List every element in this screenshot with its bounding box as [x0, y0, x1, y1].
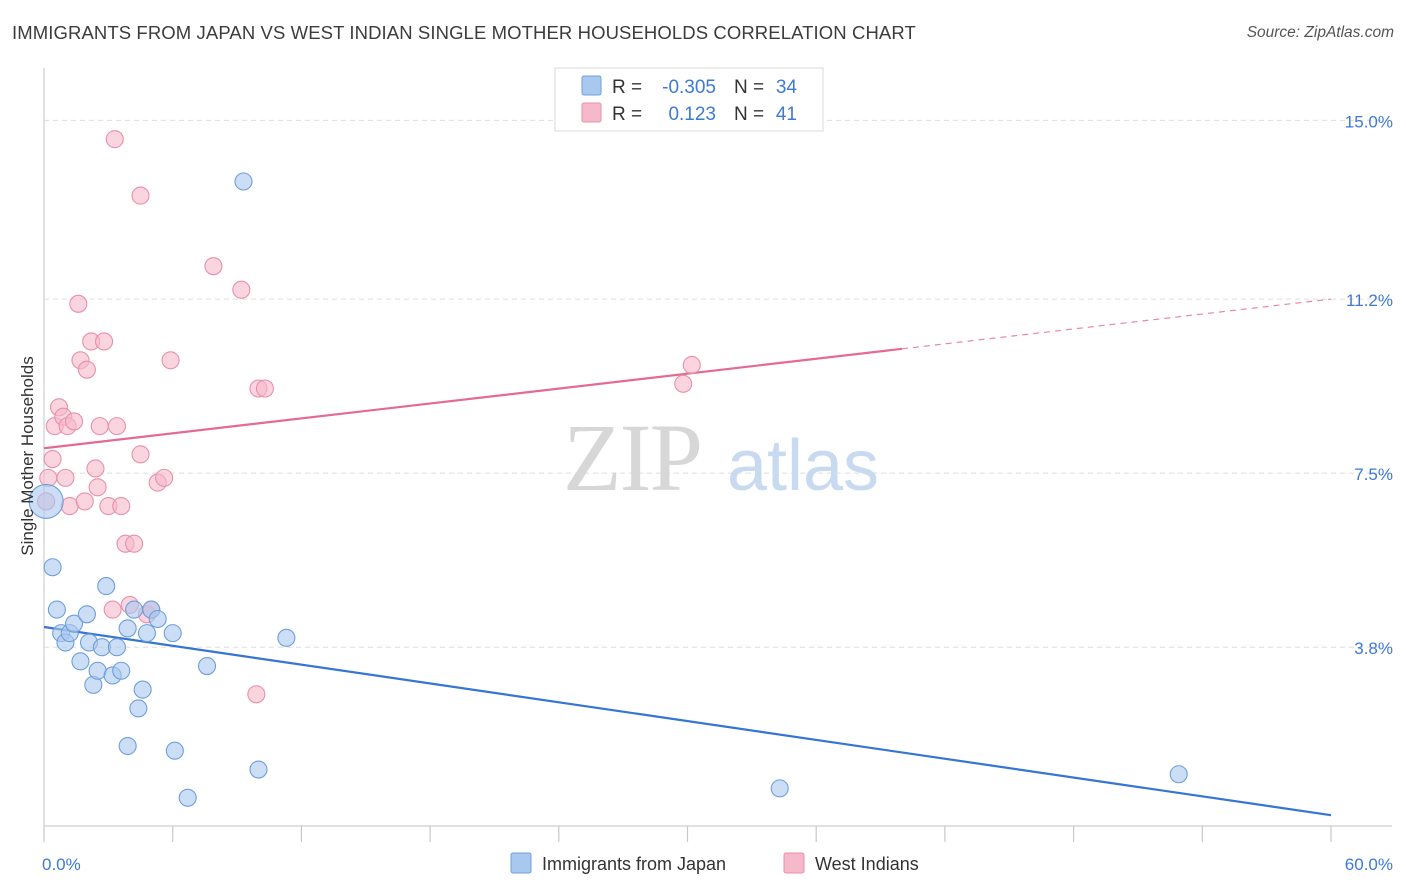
data-point-west-indians — [88, 478, 107, 497]
watermark-atlas: atlas — [727, 426, 879, 506]
watermark-zip: ZIP — [563, 404, 701, 511]
data-point-west-indians — [131, 445, 150, 464]
data-point-west-indians — [95, 332, 114, 351]
data-point-west-indians — [674, 374, 693, 393]
grid-lines — [44, 119, 1392, 648]
data-point-west-indians — [682, 355, 701, 375]
data-point-japan — [107, 638, 126, 657]
stats-r-value-west-indians: 0.123 — [668, 104, 716, 125]
legend-swatch-west-indians — [783, 852, 805, 874]
data-point-west-indians — [112, 497, 131, 516]
data-point-japan — [129, 699, 148, 718]
y-axis-label: Single Mother Households — [18, 356, 37, 556]
axes — [43, 68, 1392, 842]
y-tick-label: 11.2% — [1346, 291, 1393, 310]
data-point-japan — [28, 483, 64, 519]
trend-line-west-indians-extension — [901, 298, 1332, 350]
data-point-japan — [97, 577, 116, 596]
data-point-west-indians — [204, 257, 223, 276]
data-point-west-indians — [107, 417, 126, 436]
data-point-west-indians — [161, 351, 180, 370]
data-point-japan — [118, 736, 137, 756]
data-point-japan — [133, 680, 152, 699]
y-tick-label: 3.8% — [1354, 639, 1393, 658]
chart-title: IMMIGRANTS FROM JAPAN VS WEST INDIAN SIN… — [12, 22, 916, 43]
data-point-japan — [92, 638, 111, 657]
stats-r-label-japan: R = — [612, 77, 642, 98]
data-point-japan — [88, 661, 107, 680]
data-point-west-indians — [56, 468, 75, 487]
data-point-west-indians — [247, 685, 266, 704]
data-point-japan — [148, 609, 167, 629]
chart-source: Source: ZipAtlas.com — [1246, 24, 1394, 41]
data-point-west-indians — [103, 600, 122, 619]
stats-n-label-japan: N = — [734, 77, 764, 98]
data-point-japan — [77, 605, 96, 624]
data-point-west-indians — [43, 450, 62, 469]
trend-line-japan — [43, 625, 1332, 817]
data-point-japan — [112, 661, 131, 680]
stats-swatch-japan — [581, 75, 602, 96]
data-point-west-indians — [232, 280, 251, 299]
data-point-west-indians — [39, 468, 58, 487]
y-tick-label: 15.0% — [1345, 112, 1393, 131]
data-point-japan — [64, 614, 84, 633]
data-point-west-indians — [155, 468, 174, 487]
data-point-west-indians — [64, 412, 84, 431]
legend-swatch-japan — [510, 852, 532, 874]
data-point-japan — [71, 652, 90, 671]
data-point-japan — [125, 600, 144, 619]
trend-lines — [43, 298, 1332, 817]
data-point-west-indians — [255, 379, 274, 398]
data-point-west-indians — [69, 294, 88, 313]
x-tick-label: 60.0% — [1345, 855, 1393, 874]
stats-n-value-japan: 34 — [776, 77, 798, 98]
x-tick-label: 0.0% — [42, 855, 81, 874]
stats-r-value-japan: -0.305 — [662, 77, 716, 98]
data-point-west-indians — [90, 417, 109, 436]
data-point-japan — [47, 600, 66, 619]
stats-r-label-west-indians: R = — [612, 104, 642, 125]
data-point-japan — [277, 628, 296, 647]
legend-label-japan: Immigrants from Japan — [542, 854, 726, 874]
data-point-japan — [43, 558, 62, 577]
data-point-japan — [1169, 765, 1188, 784]
stats-box: R = -0.305 N = 34 R = 0.123 N = 41 — [554, 67, 824, 132]
data-point-west-indians — [131, 186, 150, 205]
stats-n-label-west-indians: N = — [734, 104, 764, 125]
data-point-west-indians — [75, 492, 94, 511]
data-point-west-indians — [86, 459, 105, 478]
legend: Immigrants from Japan West Indians — [510, 852, 919, 874]
data-point-japan — [165, 741, 184, 760]
data-point-west-indians — [60, 497, 79, 516]
data-points — [28, 130, 1188, 807]
tick-labels: 3.8% 7.5% 11.2% 15.0% 0.0% 60.0% — [42, 112, 1393, 874]
data-point-west-indians — [105, 130, 124, 149]
data-point-japan — [137, 624, 157, 643]
stats-n-value-west-indians: 41 — [776, 104, 797, 125]
data-point-west-indians — [77, 360, 96, 379]
data-point-japan — [249, 760, 268, 779]
stats-swatch-west-indians — [581, 102, 602, 123]
data-point-japan — [163, 624, 182, 643]
data-point-japan — [234, 172, 253, 191]
data-point-japan — [178, 788, 197, 807]
data-point-japan — [118, 619, 137, 638]
data-point-west-indians — [125, 534, 144, 553]
trend-line-west-indians — [43, 347, 903, 450]
data-point-japan — [197, 657, 217, 676]
data-point-japan — [770, 779, 789, 798]
y-tick-label: 7.5% — [1354, 465, 1393, 484]
legend-label-west-indians: West Indians — [815, 854, 919, 874]
